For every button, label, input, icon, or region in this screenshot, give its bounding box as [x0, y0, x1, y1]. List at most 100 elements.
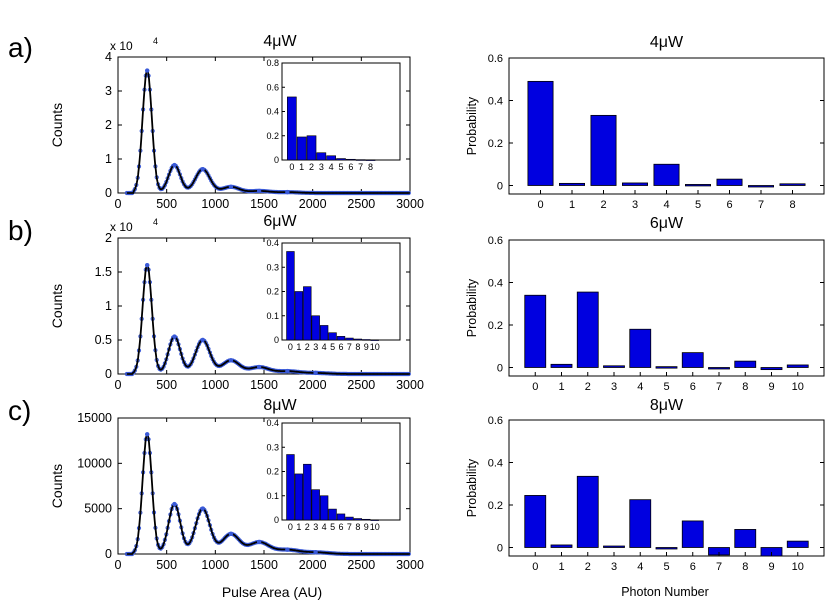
inset-x-tick-label: 4 [322, 522, 327, 532]
peak-point [313, 549, 318, 555]
x-tick-label: 1500 [250, 378, 278, 392]
y-tick-label: 0.6 [488, 235, 503, 247]
peak-point [285, 547, 290, 552]
inset-bar [328, 332, 337, 341]
x-tick-label: 4 [637, 561, 643, 573]
x-tick-label: 5 [663, 381, 669, 393]
inset-bar [294, 473, 304, 521]
peak-point [228, 531, 234, 537]
bar [550, 363, 573, 368]
x-tick-label: 0 [115, 558, 122, 572]
y-multiplier: x 10 [110, 220, 133, 234]
x-tick-label: 2 [585, 381, 591, 393]
y-axis-label: Counts [49, 284, 65, 328]
y-tick-label: 5000 [84, 502, 112, 516]
inset-bar [319, 495, 329, 521]
y-tick-label: 10000 [77, 456, 112, 470]
peak-point [313, 370, 318, 376]
inset-bar [311, 315, 320, 341]
bar [603, 365, 625, 368]
x-tick-label: 2500 [347, 197, 375, 211]
peak-point [145, 262, 150, 268]
peak-point [145, 68, 150, 73]
inset-y-tick-label: 0.2 [266, 287, 279, 297]
inset-chart: 0 1 2 3 4 5 6 7 8 9 1000.10.20.30.4 [266, 418, 401, 532]
inset-x-tick-label: 4 [322, 342, 327, 352]
bar [748, 185, 775, 188]
x-tick-label: 3 [611, 561, 617, 573]
bar [653, 163, 680, 186]
x-tick-label: 9 [768, 381, 774, 393]
inset-bar [370, 519, 379, 521]
x-tick-label: 8 [789, 199, 795, 211]
inset-x-tick-label: 4 [329, 162, 334, 172]
x-tick-label: 10 [792, 561, 804, 573]
y-multiplier-exponent: 4 [153, 36, 158, 46]
inset-x-tick-label: 9 [364, 522, 369, 532]
x-tick-label: 7 [758, 199, 764, 211]
y-tick-label: 1 [105, 299, 112, 313]
bar [559, 182, 586, 186]
photon-number-xlabel: Photon Number [621, 585, 709, 599]
inset-x-tick-label: 3 [319, 162, 324, 172]
peak-point [285, 189, 290, 195]
bar [629, 328, 652, 368]
y-tick-label: 0.6 [488, 415, 503, 427]
x-tick-label: 0 [532, 381, 538, 393]
peak-point [145, 432, 150, 437]
bar [629, 499, 652, 548]
inset-y-tick-label: 0 [274, 515, 279, 525]
inset-x-tick-label: 9 [364, 342, 369, 352]
inset-y-tick-label: 0.4 [266, 238, 279, 248]
inset-x-tick-label: 8 [355, 522, 360, 532]
bar [655, 366, 678, 369]
x-tick-label: 1 [558, 381, 564, 393]
inset-x-tick-label: 0 [288, 342, 293, 352]
bar [779, 183, 806, 186]
y-tick-label: 0 [497, 543, 503, 555]
chart-a-right: 4μW Probability 0 1 2 3 4 5 6 7 8 0 0.2 0.4 0.6 [465, 34, 825, 211]
inset-bar [306, 135, 317, 161]
inset-x-tick-label: 10 [370, 342, 380, 352]
y-axis-label: Probability [465, 96, 479, 155]
x-tick-label: 1500 [250, 558, 278, 572]
peak-point [172, 501, 177, 507]
y-tick-label: 1 [105, 152, 112, 166]
y-tick-label: 0.2 [488, 320, 503, 332]
inset-chart: 0 1 2 3 4 5 6 7 800.20.40.60.8 [266, 58, 401, 172]
x-tick-label: 1 [569, 199, 575, 211]
x-tick-label: 2 [600, 199, 606, 211]
plot-frame [508, 239, 825, 377]
inset-y-tick-label: 0.3 [266, 262, 279, 272]
plot-title: 8μW [263, 397, 297, 414]
bar [681, 520, 704, 548]
inset-x-tick-label: 5 [338, 162, 343, 172]
inset-x-tick-label: 3 [313, 522, 318, 532]
inset-bar [286, 251, 295, 341]
inset-y-tick-label: 0.4 [266, 418, 279, 428]
inset-bar [345, 337, 354, 341]
x-tick-label: 0 [115, 378, 122, 392]
inset-x-tick-label: 1 [296, 522, 301, 532]
inset-x-tick-label: 3 [313, 342, 318, 352]
x-tick-label: 8 [742, 381, 748, 393]
inset-x-tick-label: 5 [330, 522, 335, 532]
bar [708, 367, 730, 370]
peak-point [200, 166, 205, 172]
x-tick-label: 1000 [201, 378, 229, 392]
x-tick-label: 6 [690, 561, 696, 573]
x-tick-label: 2500 [347, 558, 375, 572]
x-tick-label: 2500 [347, 378, 375, 392]
x-tick-label: 4 [637, 381, 643, 393]
chart-c-right: 8μW Probability 0 1 2 3 4 5 6 7 8 9 10 0 0.2 0.4 0.6 [465, 397, 825, 573]
y-tick-label: 0.4 [488, 278, 503, 290]
inset-x-tick-label: 5 [330, 342, 335, 352]
x-tick-label: 7 [716, 381, 722, 393]
inset-bar [328, 508, 337, 521]
inset-bar [336, 158, 346, 161]
peak-point [200, 506, 205, 511]
inset-bar [336, 513, 346, 521]
